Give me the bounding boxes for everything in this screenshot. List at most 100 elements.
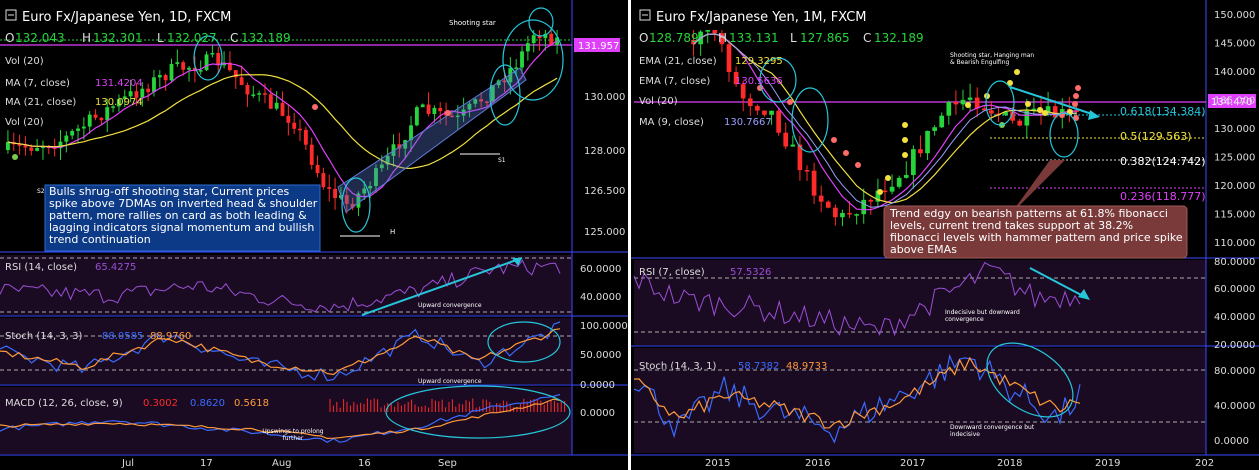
candle — [374, 168, 378, 187]
left-moving-averages — [7, 40, 558, 198]
candle — [274, 102, 279, 109]
right-stoch-note: Downward convergence but indecisive — [950, 424, 1035, 438]
right-l-label: L — [790, 31, 797, 45]
left-c-label: C — [230, 31, 238, 45]
right-rsi-pane — [634, 260, 1206, 345]
left-macd-note: Upswings to prolong further — [262, 428, 324, 442]
candle — [776, 110, 781, 133]
left-stoch-note: Upward convergence — [418, 378, 482, 385]
candle — [861, 199, 867, 215]
candle — [414, 107, 419, 126]
left-collapse-icon[interactable] — [5, 9, 17, 21]
candle — [321, 173, 326, 188]
left-shooting-star-label: Shooting star — [449, 19, 496, 27]
right-o-value: 128.789 — [649, 31, 699, 45]
right-rsi-tick: 60.0000 — [1214, 284, 1255, 295]
left-stoch-tick: 100.0000 — [580, 321, 628, 332]
left-ellipse-breakout — [502, 19, 564, 101]
candle — [263, 93, 267, 95]
left-macd-tick: 0.0000 — [580, 408, 615, 419]
candle — [35, 148, 40, 151]
left-ellipse-head — [341, 177, 371, 233]
candle — [974, 97, 980, 109]
right-collapse-icon[interactable] — [639, 9, 651, 21]
fractal-dot — [902, 152, 908, 158]
right-price-tick: 115.000 — [1214, 210, 1255, 221]
left-price-badge-text: 131.957 — [578, 41, 619, 52]
candle — [391, 144, 396, 156]
candle — [315, 164, 320, 174]
left-stoch-tick: 0.0000 — [580, 380, 615, 391]
candle — [251, 94, 256, 96]
right-stoch-label: Stoch (14, 3, 1) — [639, 361, 716, 372]
right-stoch-note-fo: Downward convergence but indecisive — [950, 424, 1035, 438]
left-h-value: 132.301 — [93, 31, 143, 45]
candle — [64, 135, 69, 142]
candle — [508, 68, 513, 83]
candle — [496, 80, 501, 86]
right-rsi-value: 57.5326 — [730, 267, 771, 278]
candle — [122, 96, 127, 100]
candle — [379, 164, 384, 169]
candle — [747, 98, 753, 107]
right-stoch-tick: 40.0000 — [1214, 401, 1255, 412]
right-rsi-label: RSI (7, close) — [639, 267, 705, 278]
right-fib-label: 0.236(118.777) — [1120, 190, 1206, 203]
right-price-tick: 150.000 — [1214, 10, 1255, 21]
candle — [146, 88, 151, 92]
left-h-label: H — [390, 228, 395, 236]
left-ellipse-shoulder-l — [193, 35, 223, 81]
candle — [198, 70, 203, 72]
left-stoch-ellipse — [487, 321, 561, 363]
candle — [41, 146, 45, 149]
fractal-dot — [902, 137, 908, 143]
right-indicator-value: 129.3295 — [735, 56, 783, 67]
candle — [818, 195, 824, 202]
left-indicator-label: MA (21, close) — [5, 97, 76, 108]
candle — [847, 212, 852, 215]
candle — [473, 99, 478, 104]
left-s2-label: S2 — [37, 188, 45, 195]
candle — [525, 43, 530, 52]
left-fractal-dot — [312, 104, 318, 110]
left-ellipse-star — [528, 7, 554, 37]
left-stoch-d-value: 88.9760 — [150, 331, 191, 342]
right-rsi-tick: 20.0000 — [1214, 340, 1255, 351]
fractal-dot — [902, 122, 908, 128]
candle — [1024, 110, 1030, 126]
candle — [227, 62, 232, 71]
candle — [769, 110, 774, 115]
candle — [854, 214, 859, 216]
left-rsi-note: Upward convergence — [418, 302, 482, 309]
candle — [76, 128, 80, 131]
left-c-value: 132.189 — [241, 31, 291, 45]
candle — [1045, 106, 1051, 114]
right-title: Euro Fx/Japanese Yen, 1M, FXCM — [656, 10, 867, 25]
left-trend-channel — [337, 67, 527, 213]
candle — [932, 127, 937, 131]
right-price-axis: 150.000 145.000 140.000 135.000 130.000 125.0… — [1214, 10, 1255, 249]
right-fib-label: 0.382(124.742) — [1120, 155, 1206, 168]
right-price-tick: 125.000 — [1214, 153, 1255, 164]
right-x-tick: 2016 — [805, 458, 830, 469]
candle — [286, 115, 291, 123]
candle — [432, 107, 437, 114]
left-macd-pane — [0, 387, 572, 454]
candle — [420, 104, 425, 108]
candle — [925, 130, 930, 154]
candle — [1031, 108, 1037, 111]
left-stoch-k-value: 88.0585 — [102, 331, 143, 342]
candle — [116, 99, 121, 107]
candle — [875, 190, 881, 202]
candle — [712, 30, 718, 34]
candle — [790, 144, 796, 147]
fractal-dot — [1073, 93, 1079, 99]
left-rsi-pane — [0, 255, 572, 315]
right-indicator-label: Vol (20) — [639, 96, 678, 107]
candle — [762, 110, 767, 115]
candle — [989, 110, 994, 114]
left-ellipse-shoulder-r — [489, 64, 521, 126]
right-trend-arrow-head — [1088, 110, 1100, 120]
right-stoch-k-value: 58.7382 — [738, 361, 779, 372]
candle — [333, 188, 338, 199]
